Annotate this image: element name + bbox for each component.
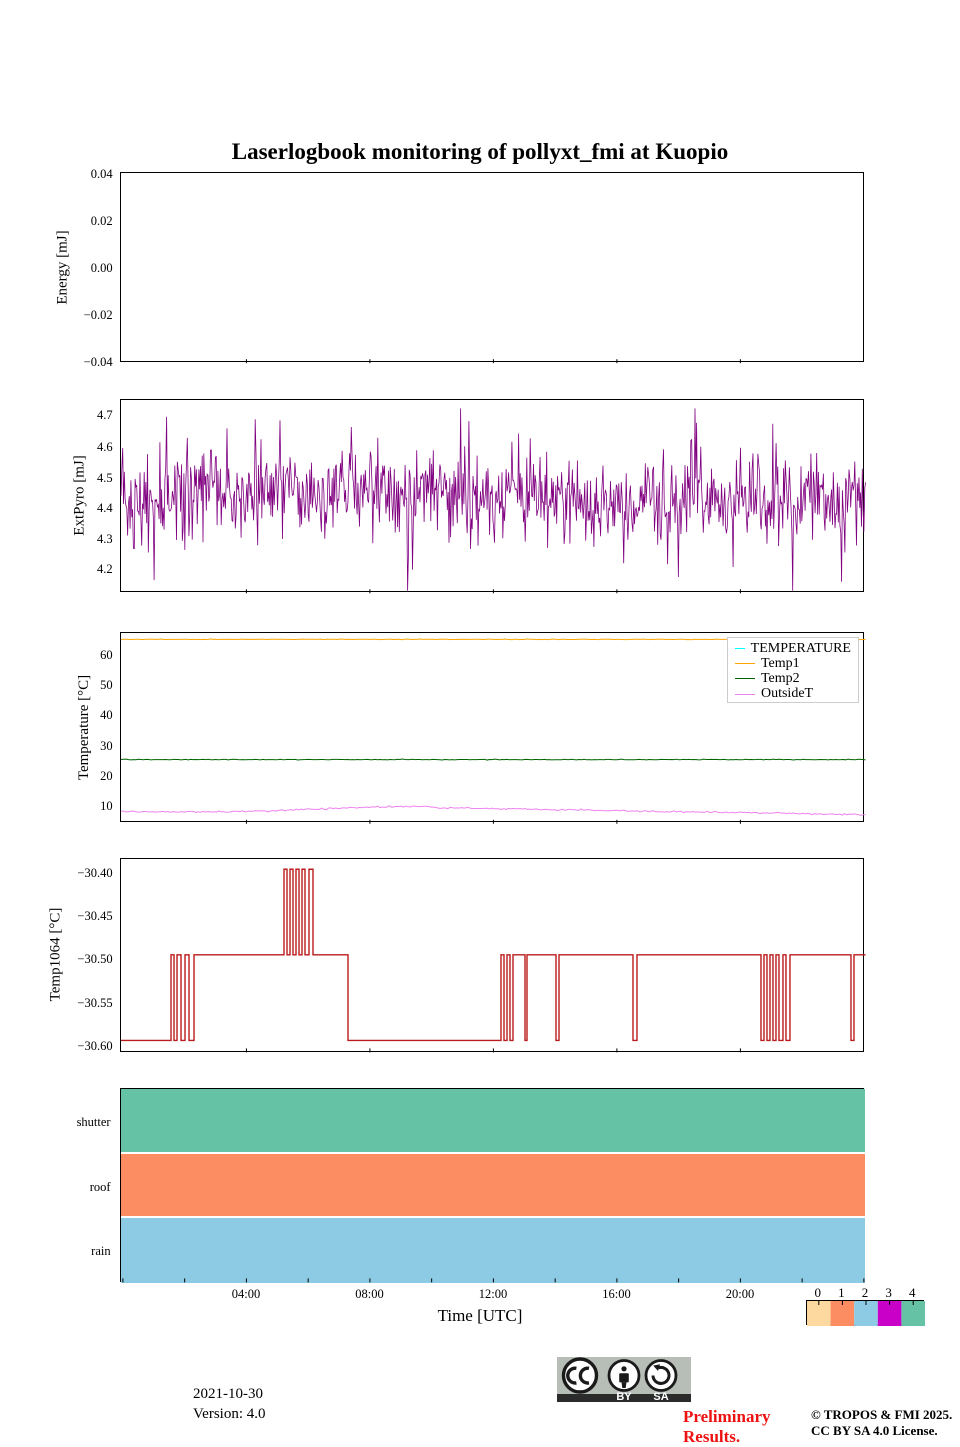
svg-text:SA: SA (653, 1391, 668, 1403)
svg-text:BY: BY (616, 1391, 632, 1403)
